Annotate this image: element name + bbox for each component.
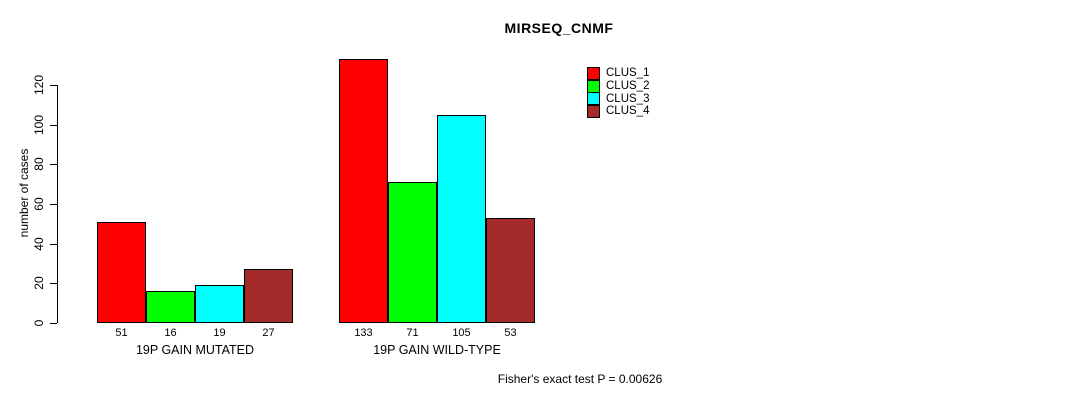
bar-value-label: 19: [213, 327, 226, 339]
bar-value-label: 53: [504, 327, 517, 339]
y-tick-label: 0: [32, 319, 46, 327]
bar-value-label: 105: [452, 327, 471, 339]
legend-label: CLUS_4: [606, 105, 650, 118]
group-label: 19P GAIN MUTATED: [135, 343, 255, 357]
bar-value-label: 27: [262, 327, 275, 339]
legend-item: CLUS_2: [587, 79, 650, 93]
legend-swatch-icon: [587, 92, 600, 106]
y-axis-line: [57, 85, 58, 323]
y-tick: [50, 164, 57, 165]
bar-value-label: 133: [354, 327, 373, 339]
y-tick: [50, 204, 57, 205]
y-tick-label: 20: [32, 276, 46, 290]
legend-item: CLUS_3: [587, 92, 650, 106]
y-tick: [50, 323, 57, 324]
bar: [97, 222, 146, 323]
y-tick-label: 60: [32, 197, 46, 211]
bar: [388, 182, 437, 323]
y-tick: [50, 125, 57, 126]
bar: [146, 291, 195, 323]
legend-swatch-icon: [587, 66, 600, 80]
bar: [486, 218, 535, 323]
bar: [195, 285, 244, 323]
y-tick: [50, 244, 57, 245]
legend-label: CLUS_3: [606, 92, 650, 105]
y-tick-label: 120: [32, 74, 46, 96]
group-label: 19P GAIN WILD-TYPE: [373, 343, 501, 357]
bar-value-label: 16: [164, 327, 177, 339]
bar: [437, 115, 486, 323]
legend: CLUS_1 CLUS_2 CLUS_3 CLUS_4: [587, 66, 650, 118]
y-axis-label: number of cases: [17, 148, 31, 238]
y-tick-label: 80: [32, 157, 46, 171]
y-tick-label: 40: [32, 237, 46, 251]
bar: [244, 269, 293, 323]
fisher-test-note: Fisher's exact test P = 0.00626: [497, 372, 663, 386]
y-tick: [50, 283, 57, 284]
legend-swatch-icon: [587, 79, 600, 93]
chart-title: MIRSEQ_CNMF: [504, 20, 614, 36]
bar: [339, 59, 388, 323]
legend-label: CLUS_2: [606, 80, 650, 93]
bar-value-label: 51: [115, 327, 128, 339]
bar-value-label: 71: [406, 327, 419, 339]
legend-item: CLUS_1: [587, 66, 650, 80]
legend-label: CLUS_1: [606, 67, 650, 80]
legend-item: CLUS_4: [587, 104, 650, 118]
legend-swatch-icon: [587, 104, 600, 118]
y-tick-label: 100: [32, 114, 46, 136]
y-tick: [50, 85, 57, 86]
